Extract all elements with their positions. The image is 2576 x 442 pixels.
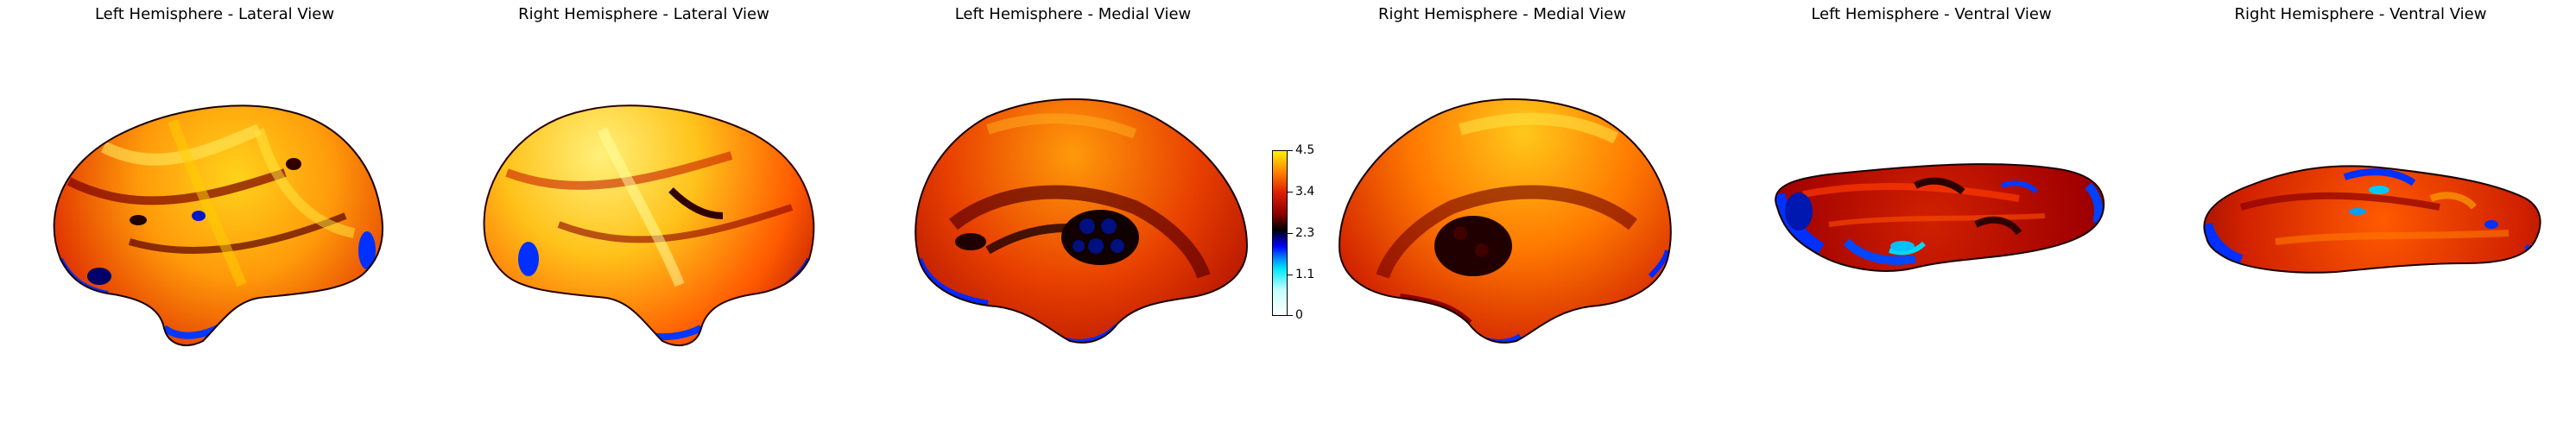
colorbar-tick-label: 2.3 — [1295, 226, 1315, 240]
colorbar-tick-label: 0 — [1295, 308, 1303, 322]
panel-title: Left Hemisphere - Ventral View — [1811, 5, 2052, 23]
panel-right-lateral: Right Hemisphere - Lateral View — [429, 0, 858, 442]
brain-surface-image — [483, 104, 815, 346]
colorbar-tick — [1288, 315, 1293, 316]
panel-title: Right Hemisphere - Ventral View — [2234, 5, 2487, 23]
brain-surface-image — [1775, 163, 2105, 272]
colorbar-tick — [1288, 192, 1293, 193]
brain-surface-image — [53, 104, 383, 346]
colorbar-tick-label: 1.1 — [1295, 268, 1315, 281]
panel-left-medial: Left Hemisphere - Medial View — [858, 0, 1288, 442]
colorbar — [1272, 150, 1288, 316]
colorbar-tick-label: 3.4 — [1295, 185, 1315, 199]
panel-right-medial: Right Hemisphere - Medial View — [1288, 0, 1717, 442]
colorbar-tick — [1288, 233, 1293, 234]
panel-left-lateral: Left Hemisphere - Lateral View — [0, 0, 429, 442]
colorbar-tick-label: 4.5 — [1295, 143, 1315, 157]
colorbar-tick — [1288, 150, 1293, 151]
panel-title: Right Hemisphere - Lateral View — [518, 5, 769, 23]
panel-title: Right Hemisphere - Medial View — [1377, 5, 1627, 23]
panel-title: Left Hemisphere - Medial View — [954, 5, 1192, 23]
brain-surface-image — [2203, 165, 2541, 274]
brain-surface-image — [915, 98, 1249, 344]
panel-left-ventral: Left Hemisphere - Ventral View — [1717, 0, 2146, 442]
brain-surface-image — [1338, 98, 1672, 344]
panel-title: Left Hemisphere - Lateral View — [94, 5, 335, 23]
panel-right-ventral: Right Hemisphere - Ventral View — [2146, 0, 2575, 442]
